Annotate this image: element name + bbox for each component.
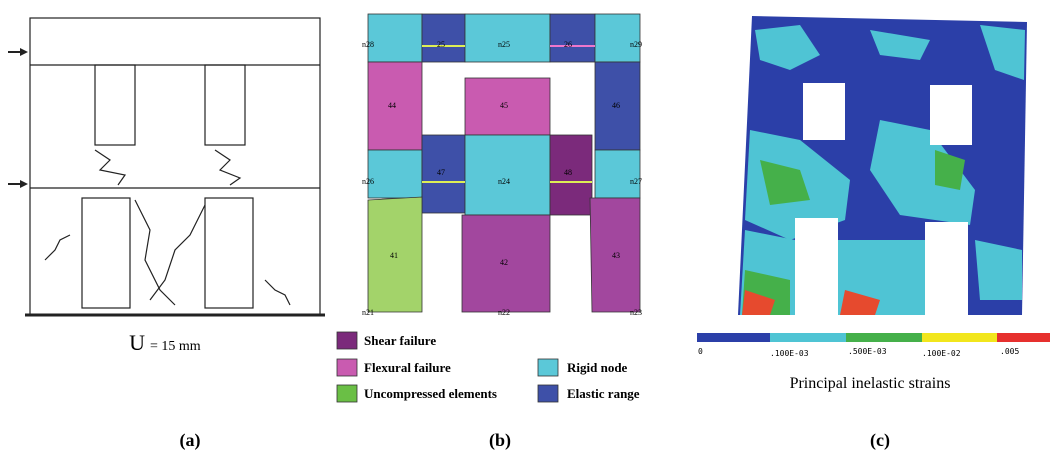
node-label: n21 (362, 308, 374, 317)
caption: = 15 mm (150, 339, 201, 354)
element-labels: 41 42 43 44 45 46 47 48 25 26 n28 n25 n2… (362, 40, 642, 317)
legend-label: Flexural failure (364, 360, 451, 375)
panel-c-contour (738, 16, 1027, 315)
colorbar-tick: .500E-03 (848, 347, 887, 356)
element-label: 47 (437, 168, 445, 177)
element-label: 26 (564, 40, 572, 49)
node-label: n29 (630, 40, 642, 49)
legend-label: Shear failure (364, 333, 436, 348)
element-label: 25 (437, 40, 445, 49)
legend-label: Rigid node (567, 360, 628, 375)
element-label: 48 (564, 168, 572, 177)
element-label: 41 (390, 251, 398, 260)
colorbar-tick: .005 (1000, 347, 1019, 356)
panel-label: (c) (870, 430, 890, 451)
panel-b-model (367, 13, 641, 313)
node-label: n22 (498, 308, 510, 317)
legend (336, 331, 559, 403)
node-label: n23 (630, 308, 642, 317)
caption-symbol: U (129, 330, 145, 355)
element-label: 43 (612, 251, 620, 260)
node-label: n25 (498, 40, 510, 49)
element-label: 42 (500, 258, 508, 267)
node-label: n26 (362, 177, 374, 186)
node-label: n28 (362, 40, 374, 49)
colorbar-title: Principal inelastic strains (790, 375, 951, 392)
panel-a-drawing (8, 17, 325, 317)
colorbar (697, 333, 1050, 342)
node-label: n27 (630, 177, 642, 186)
element-label: 46 (612, 101, 620, 110)
node-label: n24 (498, 177, 510, 186)
colorbar-tick: .100E-02 (922, 349, 961, 358)
legend-label: Elastic range (567, 386, 640, 401)
legend-label: Uncompressed elements (364, 386, 497, 401)
panel-label: (b) (489, 430, 511, 451)
element-label: 45 (500, 101, 508, 110)
panel-label: (a) (180, 430, 201, 451)
element-label: 44 (388, 101, 396, 110)
colorbar-tick: 0 (698, 347, 703, 356)
colorbar-tick: .100E-03 (770, 349, 809, 358)
